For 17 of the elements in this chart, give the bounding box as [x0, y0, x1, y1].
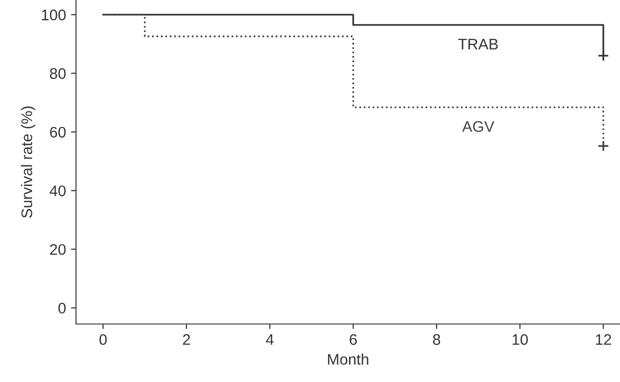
y-tick-label: 80 — [50, 68, 66, 79]
x-tick-label: 12 — [596, 334, 612, 345]
series-label: AGV — [462, 121, 494, 132]
y-tick-label: 0 — [58, 302, 66, 314]
x-tick-label: 8 — [433, 334, 440, 345]
x-axis-title: Month — [328, 354, 368, 365]
y-tick-label: 60 — [50, 126, 66, 138]
y-tick-label: 40 — [50, 185, 66, 196]
y-axis-title: Survival rate (%) — [20, 106, 36, 218]
y-tick-label: 100 — [42, 10, 66, 20]
x-tick-label: 0 — [99, 334, 107, 345]
x-tick-label: 2 — [182, 334, 190, 345]
x-tick-label: 4 — [266, 334, 274, 345]
y-tick-label: 20 — [50, 244, 66, 255]
x-tick-label: 6 — [350, 334, 357, 345]
series-label: TRAB — [458, 38, 498, 50]
x-tick-label: 10 — [512, 334, 528, 345]
